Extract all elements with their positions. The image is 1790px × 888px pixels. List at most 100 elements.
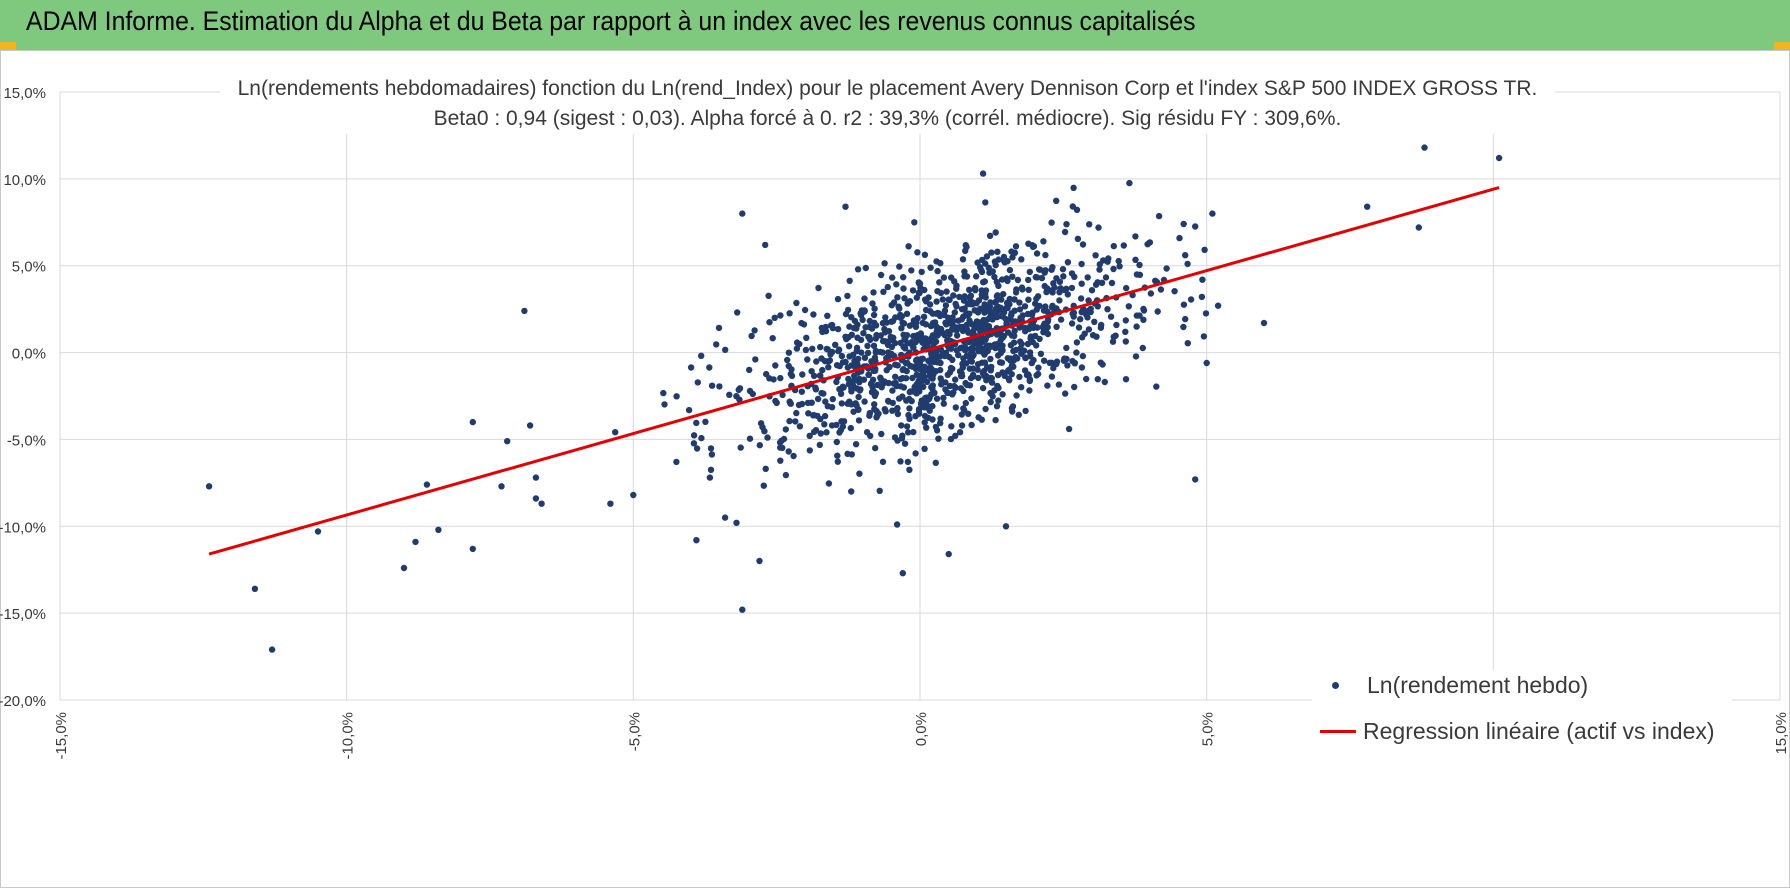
scatter-point [702,418,709,425]
scatter-point [423,481,431,488]
scatter-point [1115,257,1122,265]
scatter-point [1147,290,1155,297]
scatter-point [1017,345,1024,352]
scatter-point [630,491,637,499]
scatter-point [1078,280,1085,287]
scatter-point [786,398,793,405]
scatter-point [957,323,964,331]
scatter-point [693,445,701,452]
scatter-point [817,415,824,423]
scatter-point [998,359,1006,366]
scatter-point [982,405,989,413]
scatter-point [904,458,912,466]
scatter-point [881,260,888,267]
scatter-point [969,344,976,351]
scatter-point [926,358,933,365]
scatter-point [975,297,983,304]
scatter-point [966,317,973,324]
scatter-point [834,295,842,303]
scatter-point [903,332,911,339]
scatter-point [953,285,960,292]
scatter-point [1180,301,1188,308]
scatter-point [963,352,970,359]
scatter-point [891,339,899,347]
scatter-point [1041,269,1048,276]
scatter-point [903,423,911,430]
scatter-point [856,375,863,383]
scatter-point [1011,327,1018,335]
scatter-point [878,384,885,391]
scatter-point [879,349,886,356]
scatter-point [764,434,771,441]
scatter-point [1123,284,1130,292]
scatter-point [960,387,967,395]
scatter-point [1108,279,1116,287]
scatter-point [1116,263,1123,270]
scatter-point [521,307,528,315]
scatter-point [915,410,923,417]
scatter-point [905,429,912,436]
scatter-point [909,363,916,370]
scatter-point [992,229,999,236]
scatter-point [793,409,800,417]
scatter-point [1214,302,1222,309]
scatter-point [910,344,917,351]
scatter-point [715,324,723,332]
scatter-point [773,399,780,406]
scatter-point [1209,210,1216,217]
scatter-point [716,383,723,390]
scatter-point [777,312,784,319]
scatter-point [1028,323,1035,330]
scatter-point [1070,184,1077,191]
scatter-point [966,310,973,317]
scatter-point [844,306,852,314]
scatter-point [963,381,971,389]
scatter-point [1004,277,1011,285]
scatter-point [881,325,888,333]
scatter-point [779,444,786,452]
scatter-point [884,397,892,405]
scatter-point [796,423,804,430]
scatter-point [851,372,858,379]
scatter-point [756,557,763,565]
scatter-point [1078,260,1085,268]
scatter-point [899,570,906,577]
scatter-point [1110,333,1117,341]
scatter-point [881,378,888,385]
scatter-point [1021,367,1029,374]
scatter-point [1077,316,1084,323]
scatter-point [981,372,988,380]
scatter-point [1010,347,1017,355]
scatter-point [1034,370,1042,378]
scatter-point [1009,408,1016,415]
scatter-point [921,419,928,426]
scatter-point [884,283,891,291]
scatter-point [746,366,753,374]
scatter-point [929,402,936,410]
scatter-point [839,383,847,390]
scatter-point [1078,364,1086,371]
scatter-point [878,430,885,438]
scatter-point [866,334,873,341]
scatter-point [1153,383,1160,390]
scatter-point [1073,349,1080,356]
scatter-point [1122,317,1130,324]
scatter-point [821,421,828,428]
scatter-point [966,286,973,293]
y-tick-label: -15,0% [0,606,46,623]
scatter-point [803,334,810,341]
scatter-point [1018,384,1025,391]
scatter-point [795,401,803,409]
scatter-point [839,359,847,366]
scatter-point [806,432,813,439]
x-tick-label: -5,0% [626,712,643,751]
scatter-point [956,429,964,436]
scatter-point [861,398,868,405]
scatter-point [962,247,969,254]
scatter-point [900,320,908,327]
y-tick-label: -10,0% [0,519,46,536]
scatter-point [922,321,930,328]
scatter-point [988,249,995,256]
scatter-point [869,300,876,307]
scatter-point [998,332,1005,339]
